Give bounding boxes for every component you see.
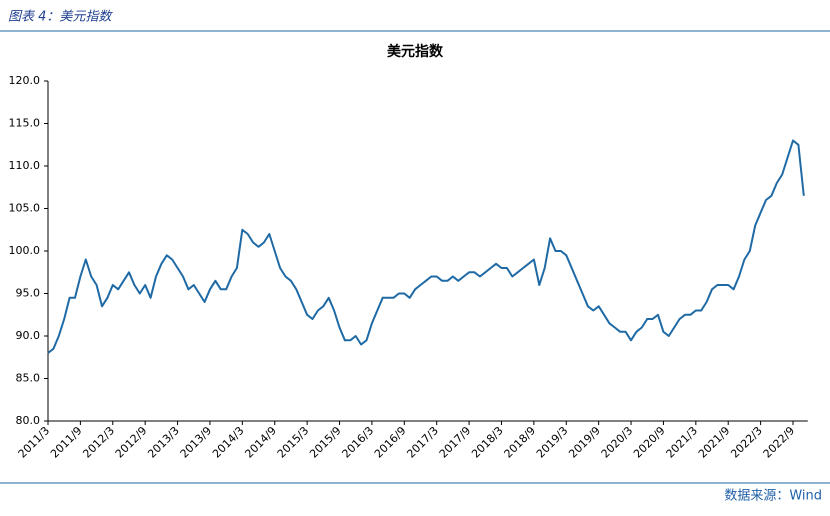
x-tick-label: 2016/9 xyxy=(372,424,409,461)
figure-caption: 图表 4：美元指数 xyxy=(8,10,113,25)
y-tick-label: 80.0 xyxy=(16,414,41,427)
x-tick-label: 2013/3 xyxy=(145,424,182,461)
x-tick-label: 2016/3 xyxy=(340,424,377,461)
x-tick-label: 2014/9 xyxy=(242,424,279,461)
x-tick-label: 2018/9 xyxy=(502,424,539,461)
x-tick-label: 2015/9 xyxy=(307,424,344,461)
x-tick-label: 2011/9 xyxy=(48,424,85,461)
x-tick-label: 2019/3 xyxy=(534,424,571,461)
x-tick-label: 2012/3 xyxy=(80,424,117,461)
y-tick-label: 110.0 xyxy=(9,159,41,172)
source-note: 数据来源：Wind xyxy=(724,489,822,504)
x-tick-label: 2020/3 xyxy=(599,424,636,461)
y-tick-label: 85.0 xyxy=(16,372,41,385)
y-tick-label: 115.0 xyxy=(9,117,41,130)
x-tick-label: 2019/9 xyxy=(566,424,603,461)
x-tick-label: 2022/9 xyxy=(761,424,798,461)
x-tick-label: 2014/3 xyxy=(210,424,247,461)
chart-title: 美元指数 xyxy=(387,43,444,60)
x-tick-label: 2017/9 xyxy=(437,424,474,461)
x-tick-label: 2021/9 xyxy=(696,424,733,461)
x-tick-label: 2015/3 xyxy=(275,424,312,461)
y-tick-label: 100.0 xyxy=(9,244,41,257)
x-tick-label: 2020/9 xyxy=(631,424,668,461)
y-tick-label: 105.0 xyxy=(9,202,41,215)
y-tick-label: 95.0 xyxy=(16,287,41,300)
x-tick-label: 2011/3 xyxy=(16,424,53,461)
x-tick-label: 2013/9 xyxy=(178,424,215,461)
x-tick-label: 2021/3 xyxy=(664,424,701,461)
y-tick-label: 90.0 xyxy=(16,329,41,342)
y-tick-label: 120.0 xyxy=(9,74,41,87)
x-tick-label: 2017/3 xyxy=(404,424,441,461)
x-tick-label: 2022/3 xyxy=(728,424,765,461)
x-tick-label: 2018/3 xyxy=(469,424,506,461)
x-tick-label: 2012/9 xyxy=(113,424,150,461)
data-line xyxy=(47,139,805,354)
